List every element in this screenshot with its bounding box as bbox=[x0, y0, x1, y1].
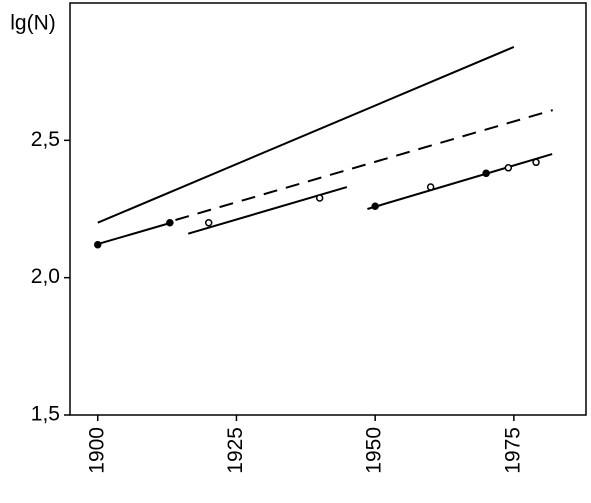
y-axis-label: lg(N) bbox=[10, 12, 56, 35]
trend-line bbox=[367, 153, 553, 210]
y-tick-label: 2,5 bbox=[31, 128, 60, 151]
x-tick-label: 1950 bbox=[363, 427, 386, 474]
plot-frame bbox=[69, 2, 587, 416]
trend-line bbox=[95, 221, 172, 246]
trend-line bbox=[175, 109, 553, 221]
trend-line bbox=[97, 46, 515, 224]
data-point bbox=[426, 183, 435, 191]
y-tick-label: 2,0 bbox=[31, 265, 60, 288]
x-tick-label: 1925 bbox=[224, 427, 247, 474]
data-point bbox=[482, 169, 490, 178]
data-point bbox=[504, 164, 513, 172]
data-point bbox=[532, 158, 540, 167]
data-point bbox=[166, 218, 174, 227]
x-tick-label: 1975 bbox=[501, 427, 524, 474]
data-point bbox=[204, 218, 213, 227]
data-point bbox=[315, 194, 324, 202]
x-tick-label: 1900 bbox=[85, 427, 108, 474]
y-tick-label: 1,5 bbox=[31, 403, 60, 426]
data-point bbox=[371, 202, 379, 211]
data-point bbox=[93, 240, 102, 249]
